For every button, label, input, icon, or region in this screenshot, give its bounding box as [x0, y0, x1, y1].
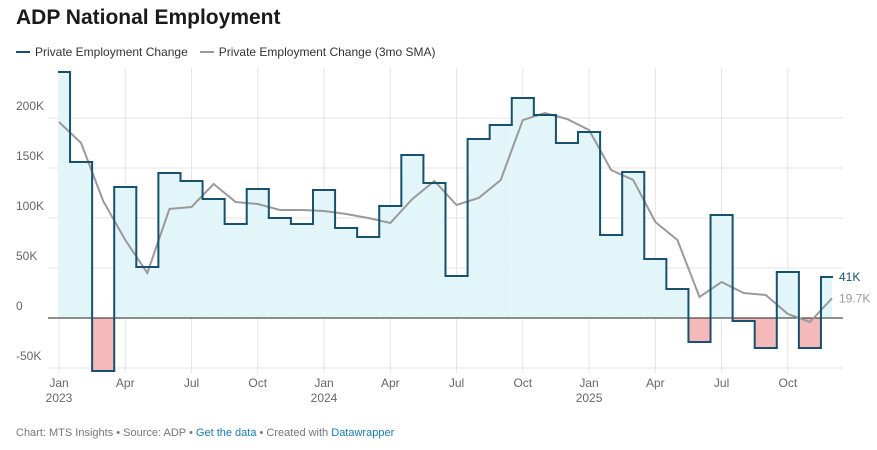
legend-swatch	[16, 51, 30, 53]
x-tick-label: Jul	[183, 376, 200, 390]
footer: Chart: MTS Insights • Source: ADP • Get …	[16, 427, 394, 439]
y-tick-label: 200K	[16, 99, 44, 113]
x-tick-label: Apr	[380, 376, 400, 390]
area-fill	[600, 235, 623, 318]
area-fill	[423, 183, 446, 318]
value-label: 19.7K	[839, 291, 870, 305]
area-fill	[555, 143, 579, 318]
area-fill	[688, 318, 711, 342]
area-fill	[379, 206, 402, 318]
legend: Private Employment Change Private Employm…	[16, 45, 436, 59]
area-fill	[136, 267, 159, 318]
area-fill	[357, 237, 380, 318]
area-fill	[511, 98, 534, 318]
x-tick-label: Apr	[115, 376, 135, 390]
area-fill	[644, 259, 667, 318]
area-fill	[732, 318, 755, 321]
area-fill	[158, 173, 181, 318]
y-tick-label: 150K	[16, 149, 44, 163]
created-with: • Created with	[259, 427, 329, 439]
value-label: 41K	[839, 270, 860, 284]
area-fill	[114, 187, 137, 318]
area-fill	[92, 318, 115, 371]
y-tick-label: 0	[16, 299, 23, 313]
tool-link[interactable]: Datawrapper	[331, 427, 395, 439]
x-tick-label: Jan 2024	[310, 376, 338, 405]
y-tick-label: 100K	[16, 199, 44, 213]
area-fill	[467, 139, 490, 318]
legend-item: Private Employment Change (3mo SMA)	[199, 45, 436, 59]
area-fill	[312, 190, 336, 318]
x-tick-label: Jan 2023	[45, 376, 73, 405]
area-fill	[290, 224, 313, 318]
area-fill	[820, 277, 832, 318]
credit: Chart: MTS Insights • Source: ADP •	[16, 427, 193, 439]
area-fill	[202, 199, 225, 318]
area-fill	[754, 318, 777, 348]
area-fill	[445, 276, 468, 318]
x-tick-label: Oct	[513, 376, 533, 390]
area-fill	[59, 72, 71, 318]
legend-swatch	[199, 51, 214, 53]
x-tick-label: Jan 2025	[575, 376, 603, 405]
legend-label: Private Employment Change	[35, 45, 188, 59]
area-fill	[335, 228, 358, 318]
area-fill	[268, 218, 291, 318]
x-tick-label: Oct	[778, 376, 798, 390]
area-fill	[710, 215, 733, 318]
area-fill	[578, 132, 601, 318]
area-fill	[489, 125, 512, 318]
x-tick-label: Oct	[248, 376, 268, 390]
area-fill	[798, 318, 821, 348]
area-fill	[224, 224, 247, 318]
y-tick-label: 50K	[16, 249, 37, 263]
area-fill	[776, 272, 799, 318]
y-tick-label: -50K	[16, 349, 41, 363]
area-fill	[401, 155, 424, 318]
area-fill	[622, 172, 645, 318]
data-link[interactable]: Get the data	[195, 427, 257, 439]
area-fill	[533, 115, 556, 318]
legend-item: Private Employment Change	[16, 45, 188, 59]
area-fill	[180, 181, 203, 318]
x-tick-label: Apr	[645, 376, 665, 390]
area-fill	[70, 162, 93, 318]
chart-title: ADP National Employment	[16, 6, 281, 29]
area-fill	[246, 189, 269, 318]
x-tick-label: Jul	[713, 376, 730, 390]
area-fill	[666, 289, 689, 318]
x-tick-label: Jul	[448, 376, 465, 390]
legend-label: Private Employment Change (3mo SMA)	[218, 45, 436, 59]
